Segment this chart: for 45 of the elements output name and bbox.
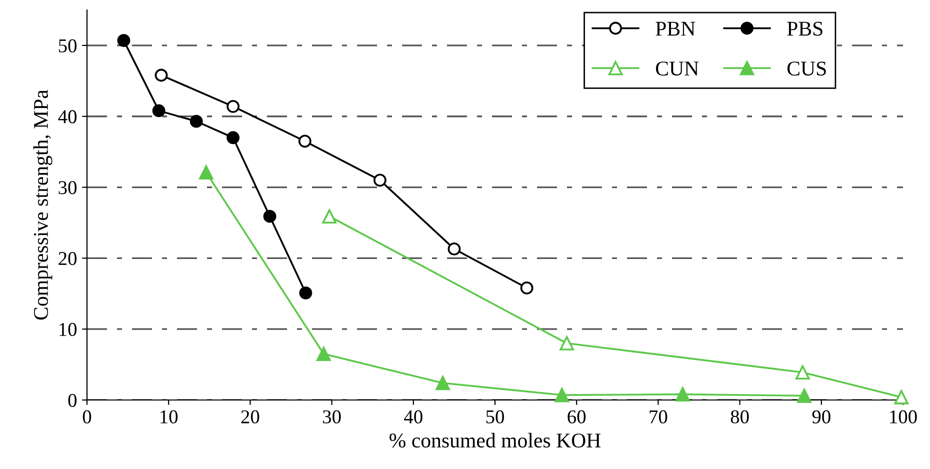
- point: [316, 346, 331, 362]
- point: [152, 104, 166, 118]
- point: [554, 388, 570, 402]
- point: [797, 388, 812, 403]
- point: [560, 336, 574, 350]
- x-tick-label: 100: [890, 410, 917, 424]
- point: [226, 131, 240, 144]
- x-tick-label: 60: [568, 410, 586, 424]
- point: [436, 376, 450, 390]
- point: [298, 134, 312, 148]
- point: [448, 242, 461, 256]
- legend-label: CUS: [787, 62, 826, 76]
- x-tick-label: 20: [241, 410, 260, 424]
- y-tick-label: 40: [58, 110, 77, 124]
- point: [322, 209, 337, 224]
- y-tick-label: 0: [68, 394, 77, 407]
- x-tick-label: 90: [812, 410, 830, 424]
- point: [198, 165, 214, 180]
- y-tick-label: 50: [58, 39, 77, 52]
- point: [263, 210, 276, 223]
- point: [299, 286, 312, 300]
- y-tick-label: 20: [58, 252, 77, 266]
- legend-label: CUN: [656, 62, 699, 76]
- y-tick-label: 10: [60, 322, 77, 336]
- point: [373, 174, 386, 187]
- x-tick-label: 80: [730, 410, 749, 424]
- x-tick-label: 50: [486, 410, 504, 424]
- y-tick-label: 30: [58, 181, 77, 194]
- point: [117, 34, 130, 47]
- x-tick-label: 70: [650, 410, 668, 424]
- y-axis-title: Compressive strength, MPa: [33, 90, 52, 320]
- point: [190, 114, 203, 128]
- x-tick-label: 40: [404, 410, 422, 424]
- point: [795, 365, 810, 380]
- legend-label: PBN: [656, 22, 696, 36]
- x-tick-label: 0: [82, 410, 92, 424]
- point: [676, 387, 690, 402]
- x-tick-label: 30: [323, 410, 341, 424]
- x-tick-label: 10: [160, 410, 178, 424]
- point: [154, 68, 168, 82]
- point: [520, 282, 534, 294]
- point: [894, 390, 909, 404]
- x-axis-title: % consumed moles KOH: [390, 432, 601, 448]
- point: [226, 100, 240, 113]
- legend-label: PBS: [787, 22, 822, 36]
